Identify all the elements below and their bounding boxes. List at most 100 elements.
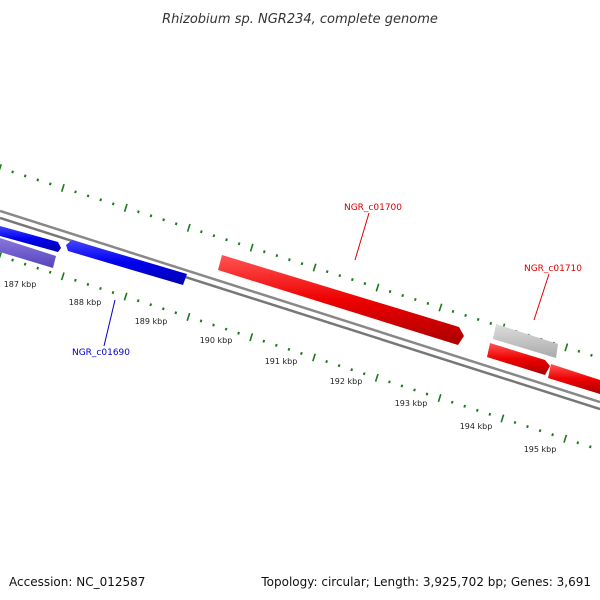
inner-track-minor-tick (262, 339, 266, 343)
tick-label-191: 191 kbp (265, 357, 298, 366)
outer-track-major-tick (0, 163, 2, 171)
inner-track-major-tick (123, 292, 128, 301)
gene-label-ngr-c01700[interactable]: NGR_c01700 (344, 203, 402, 213)
outer-track-minor-tick (137, 210, 140, 214)
inner-track-minor-tick (337, 364, 341, 368)
outer-track-minor-tick (464, 313, 467, 318)
inner-track-minor-tick (86, 282, 90, 287)
outer-track-minor-tick (338, 274, 342, 278)
inner-track-minor-tick (388, 380, 391, 384)
inner-track-minor-tick (48, 270, 52, 274)
gene-arrow-forward-right[interactable] (548, 364, 600, 394)
inner-tick-track (0, 251, 592, 449)
inner-track-minor-tick (74, 278, 77, 282)
inner-track-minor-tick (99, 286, 102, 291)
inner-track-minor-tick (400, 384, 404, 388)
outer-track-minor-tick (300, 262, 304, 266)
gene-arrow-reverse-left[interactable] (0, 226, 61, 252)
inner-track-minor-tick (136, 299, 140, 303)
inner-track-minor-tick (199, 319, 203, 323)
inner-track-minor-tick (274, 343, 278, 347)
summary-text: Topology: circular; Length: 3,925,702 bp… (260, 575, 591, 589)
inner-track-minor-tick (475, 408, 479, 412)
inner-track-minor-tick (538, 429, 542, 433)
inner-track-minor-tick (23, 262, 27, 266)
inner-track-minor-tick (174, 311, 178, 315)
outer-track-major-tick (123, 203, 128, 212)
outer-track-minor-tick (577, 349, 581, 353)
inner-track-major-tick (437, 394, 442, 403)
outer-track-minor-tick (200, 230, 203, 234)
inner-track-minor-tick (362, 372, 366, 376)
inner-track-major-tick (312, 353, 316, 362)
inner-track-minor-tick (463, 404, 467, 408)
inner-track-minor-tick (413, 388, 416, 392)
outer-track-minor-tick (86, 194, 90, 198)
outer-track-minor-tick (212, 234, 216, 238)
inner-track-major-tick (500, 414, 505, 423)
tick-label-193: 193 kbp (395, 399, 428, 408)
tick-label-194: 194 kbp (460, 422, 493, 431)
gene-label-ngr-c01710[interactable]: NGR_c01710 (524, 264, 582, 274)
leader-line-ngr-c01690 (103, 299, 116, 347)
outer-track-minor-tick (11, 170, 14, 174)
outer-track-minor-tick (489, 321, 493, 326)
inner-track-major-tick (249, 333, 254, 342)
inner-track-major-tick (374, 373, 379, 382)
tick-label-192: 192 kbp (330, 377, 363, 386)
inner-track-minor-tick (111, 290, 115, 295)
inner-track-minor-tick (513, 420, 517, 425)
inner-track-major-tick (60, 272, 65, 281)
outer-track-minor-tick (351, 278, 354, 282)
outer-track-minor-tick (275, 254, 279, 258)
outer-track-minor-tick (237, 242, 241, 246)
inner-track-major-tick (563, 434, 568, 443)
inner-track-minor-tick (224, 327, 228, 331)
inner-track-minor-tick (350, 368, 354, 372)
outer-track-major-tick (375, 283, 380, 292)
outer-track-minor-tick (225, 238, 228, 242)
inner-track-minor-tick (526, 424, 529, 429)
inner-track-minor-tick (450, 400, 454, 404)
backbone-outer-line (0, 209, 600, 404)
outer-track-major-tick (312, 263, 317, 272)
gene-arrow-ngr-c01710[interactable] (487, 343, 550, 375)
inner-track-major-tick (186, 312, 191, 321)
outer-track-major-tick (186, 223, 191, 232)
leader-line-ngr-c01700 (354, 212, 370, 261)
outer-track-major-tick (438, 303, 443, 312)
inner-track-minor-tick (237, 331, 240, 335)
tick-label-188: 188 kbp (69, 298, 102, 307)
outer-track-minor-tick (23, 174, 27, 178)
gene-arrow-ngr-c01700[interactable] (218, 255, 464, 345)
outer-track-minor-tick (401, 293, 405, 298)
inner-track-major-tick (0, 251, 2, 259)
outer-track-minor-tick (325, 270, 329, 274)
outer-track-minor-tick (426, 301, 430, 306)
outer-track-minor-tick (162, 218, 165, 222)
gene-arrow-reverse-light[interactable] (0, 238, 56, 268)
outer-track-minor-tick (111, 202, 115, 206)
outer-tick-track (0, 163, 593, 357)
outer-track-minor-tick (149, 214, 153, 218)
leader-line-ngr-c01710 (533, 273, 550, 321)
inner-track-minor-tick (576, 441, 580, 445)
outer-track-major-tick (564, 343, 569, 352)
outer-track-major-tick (60, 183, 65, 192)
gene-arrow-ngr-c01690[interactable] (66, 240, 187, 285)
inner-track-minor-tick (300, 351, 303, 356)
inner-track-minor-tick (149, 303, 153, 307)
inner-track-minor-tick (212, 323, 215, 327)
inner-track-minor-tick (588, 445, 592, 449)
gene-label-ngr-c01690[interactable]: NGR_c01690 (72, 348, 130, 358)
outer-track-minor-tick (476, 317, 480, 322)
tick-label-187: 187 kbp (4, 280, 37, 289)
tick-label-195: 195 kbp (524, 445, 557, 454)
outer-track-minor-tick (388, 289, 392, 294)
tick-label-190: 190 kbp (200, 336, 233, 345)
inner-track-minor-tick (11, 258, 14, 262)
inner-track-minor-tick (488, 412, 492, 416)
feature-box-gray[interactable] (493, 324, 558, 358)
